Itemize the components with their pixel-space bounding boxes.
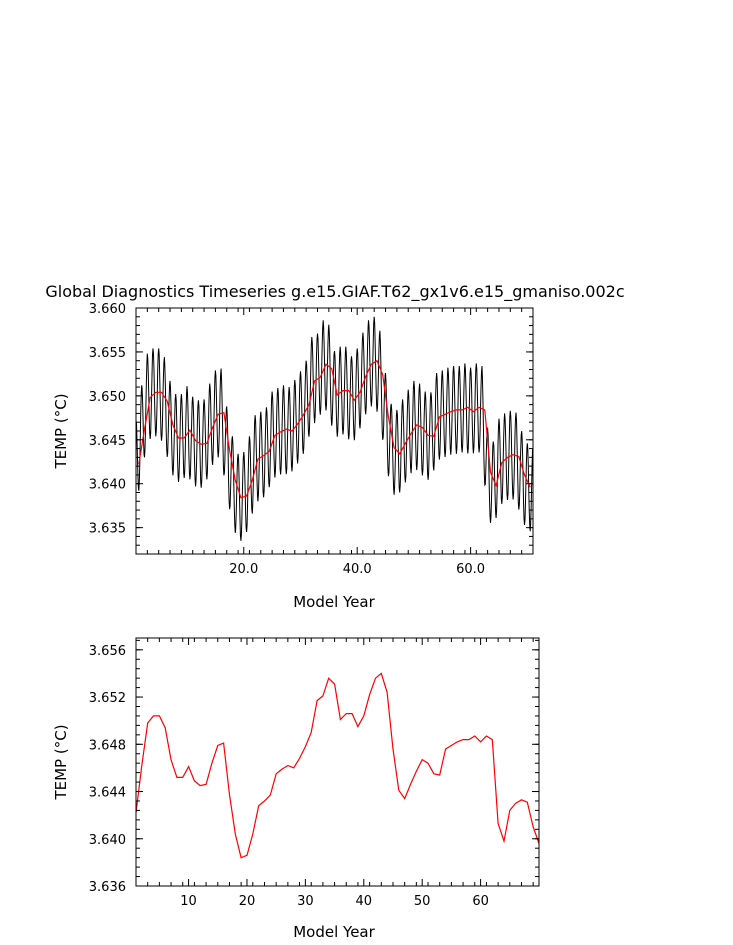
bottom-panel: 3.636 3.640 3.644 3.648 3.652 3.656 10 20 30 40 50… xyxy=(52,637,540,941)
top-y-axis-label: TEMP (°C) xyxy=(52,393,70,469)
y-tick-label: 3.645 xyxy=(89,434,126,449)
bottom-y-axis-label: TEMP (°C) xyxy=(52,724,70,800)
x-tick-label: 20.0 xyxy=(229,562,258,577)
bottom-ticks: 3.636 3.640 3.644 3.648 3.652 3.656 10 20 30 40 50… xyxy=(89,638,539,909)
annual-line xyxy=(138,359,531,499)
top-ticks: 3.635 3.640 3.645 3.650 3.655 3.660 20.0 40.0 60… xyxy=(89,302,534,577)
top-panel: 3.635 3.640 3.645 3.650 3.655 3.660 20.0 40.0 60… xyxy=(52,302,534,611)
annual-series-red xyxy=(138,359,531,499)
annual-line-bottom xyxy=(135,672,540,859)
monthly-series-black xyxy=(135,316,533,541)
y-tick-label: 3.635 xyxy=(89,522,126,537)
y-tick-label: 3.640 xyxy=(89,833,126,848)
x-tick-label: 40.0 xyxy=(343,562,372,577)
y-tick-label: 3.648 xyxy=(89,738,126,753)
x-tick-label: 20 xyxy=(239,894,256,909)
annual-series-red-bottom xyxy=(135,672,540,859)
x-tick-label: 60.0 xyxy=(456,562,485,577)
monthly-line xyxy=(135,316,533,541)
x-tick-label: 40 xyxy=(356,894,373,909)
y-tick-label: 3.660 xyxy=(89,302,126,317)
top-x-axis-label: Model Year xyxy=(293,593,375,611)
bottom-plot-frame xyxy=(135,637,540,887)
y-tick-label: 3.652 xyxy=(89,691,126,706)
y-tick-label: 3.644 xyxy=(89,786,126,801)
bottom-x-axis-label: Model Year xyxy=(293,923,375,941)
x-tick-label: 50 xyxy=(414,894,431,909)
y-tick-label: 3.650 xyxy=(89,390,126,405)
top-plot-frame xyxy=(135,307,534,555)
figure-title: Global Diagnostics Timeseries g.e15.GIAF… xyxy=(45,282,624,302)
y-tick-label: 3.655 xyxy=(89,346,126,361)
x-tick-label: 10 xyxy=(180,894,197,909)
y-tick-label: 3.640 xyxy=(89,478,126,493)
x-tick-label: 30 xyxy=(297,894,314,909)
x-tick-label: 60 xyxy=(472,894,489,909)
y-tick-label: 3.636 xyxy=(89,880,126,895)
y-tick-label: 3.656 xyxy=(89,644,126,659)
